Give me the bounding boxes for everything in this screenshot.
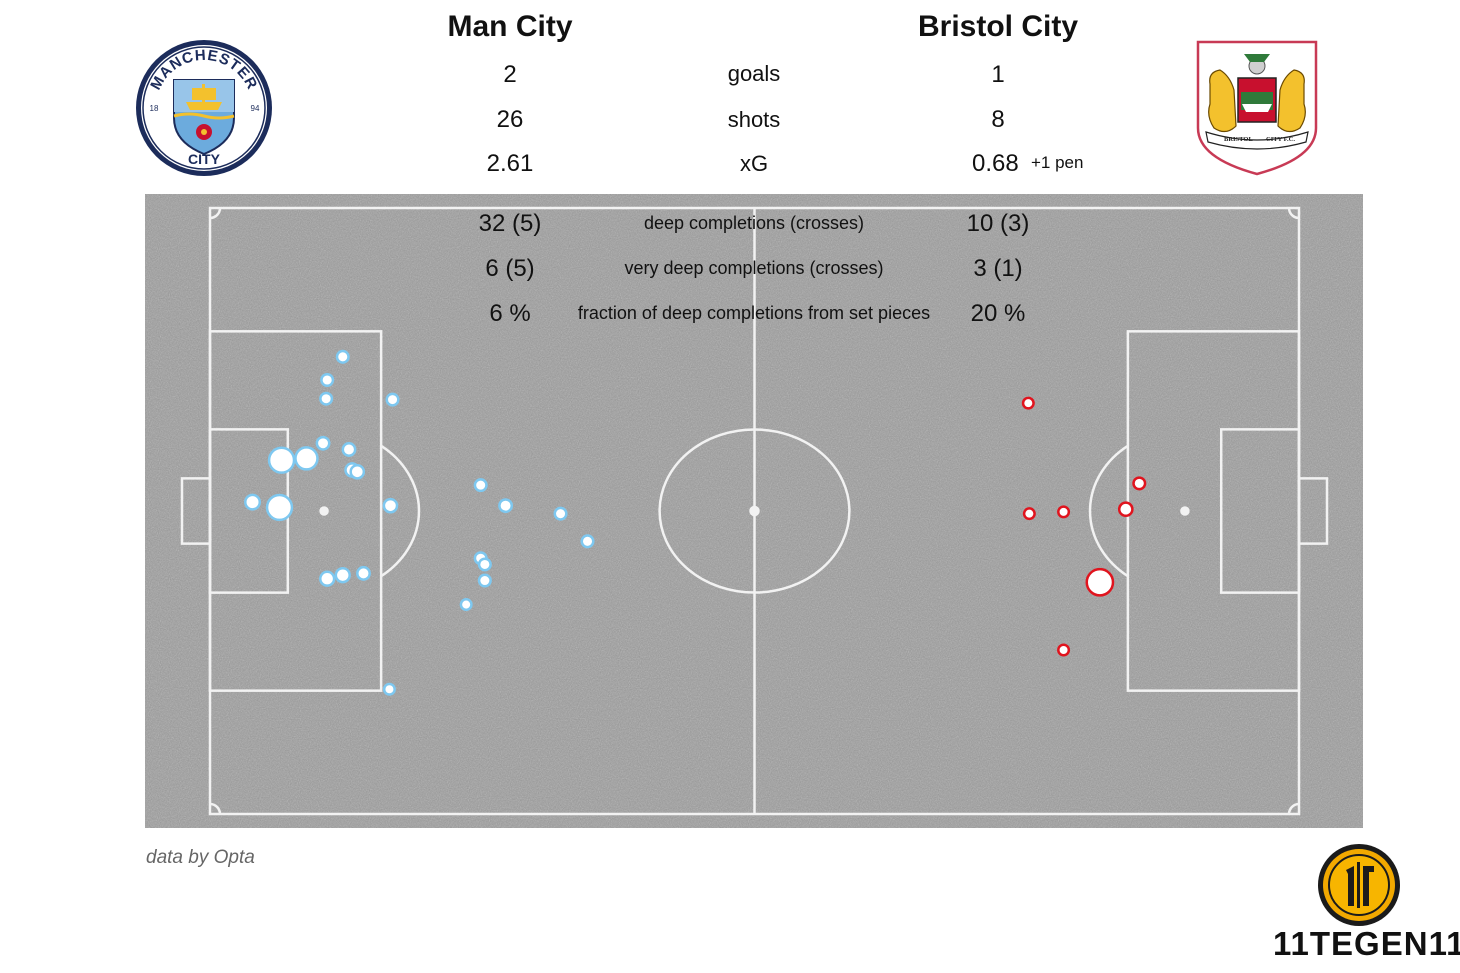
- away-xg: 0.68: [972, 150, 1019, 177]
- shot-man-city: [319, 391, 334, 406]
- man-city-crest-icon: MANCHESTER CITY 18 94: [136, 40, 272, 176]
- shot-man-city: [473, 478, 488, 493]
- man-city-crest-year-left: 18: [150, 104, 159, 113]
- shot-bristol-city: [1085, 567, 1115, 597]
- shot-man-city: [294, 446, 319, 471]
- shot-bristol-city: [1057, 505, 1071, 519]
- away-goals: 1: [991, 61, 1005, 88]
- shot-markers: [244, 349, 1147, 696]
- away-penalty-note: +1 pen: [1031, 153, 1084, 172]
- brand-badge-icon: [1318, 844, 1400, 926]
- shot-bristol-city: [1117, 501, 1134, 518]
- shot-bristol-city: [1057, 643, 1071, 657]
- pitch-stat-label: fraction of deep completions from set pi…: [578, 303, 930, 323]
- shot-man-city: [382, 682, 396, 696]
- bristol-crest-sub: CITY F.C.: [1266, 136, 1295, 143]
- shot-man-city: [477, 557, 492, 572]
- shot-man-city: [315, 435, 331, 451]
- pitch-stat-home-value: 6 %: [489, 300, 530, 327]
- shot-man-city: [335, 349, 350, 364]
- pitch-stats: 32 (5) deep completions (crosses) 10 (3) 6 …: [479, 210, 1030, 327]
- shot-man-city: [349, 463, 366, 480]
- right-penalty-spot: [1180, 506, 1190, 516]
- shot-bristol-city: [1022, 507, 1036, 521]
- pitch-stat-label: very deep completions (crosses): [624, 258, 883, 278]
- shot-man-city: [341, 442, 357, 457]
- pitch-stat-away-value: 3 (1): [973, 255, 1022, 282]
- xg-label: xG: [739, 151, 769, 176]
- home-shots: 26: [496, 106, 524, 133]
- shot-man-city: [319, 570, 336, 587]
- left-goal: [180, 477, 212, 545]
- shot-man-city: [267, 446, 296, 474]
- man-city-crest-year-right: 94: [251, 104, 260, 113]
- centre-circle: [658, 428, 851, 594]
- shot-man-city: [553, 506, 568, 521]
- corner-arc-tr: [1287, 207, 1300, 220]
- pitch-stat-away-value: 20 %: [971, 300, 1026, 327]
- shot-man-city: [385, 392, 400, 407]
- bristol-crest-text: BRISTOL: [1224, 136, 1253, 143]
- goals-label: goals: [727, 61, 781, 86]
- shot-man-city: [382, 497, 399, 514]
- data-credit: data by Opta: [146, 847, 255, 868]
- centre-spot: [749, 505, 760, 517]
- right-penalty-arc: [1088, 444, 1129, 578]
- right-goal: [1297, 477, 1329, 545]
- pitch-stat-home-value: 6 (5): [485, 255, 534, 282]
- shot-man-city: [320, 372, 335, 388]
- pitch-chart: 32 (5) deep completions (crosses) 10 (3) 6 …: [145, 194, 1363, 828]
- bristol-city-crest-icon: BRISTOL CITY F.C.: [1196, 40, 1318, 176]
- corner-arc-tl: [209, 207, 222, 220]
- shots-label: shots: [727, 107, 781, 132]
- shot-man-city: [459, 598, 473, 612]
- home-team-name: Man City: [447, 10, 573, 43]
- away-team-name: Bristol City: [917, 10, 1079, 43]
- shot-bristol-city: [1132, 476, 1147, 491]
- man-city-crest-sub: CITY: [188, 151, 221, 167]
- corner-arc-br: [1287, 802, 1300, 815]
- brand-wordmark: 11TEGEN11: [1273, 925, 1460, 962]
- home-goals: 2: [503, 61, 517, 88]
- home-xg: 2.61: [486, 150, 534, 177]
- shot-man-city: [334, 566, 351, 584]
- away-shots: 8: [991, 106, 1005, 133]
- shot-bristol-city: [1021, 396, 1035, 410]
- shot-man-city: [244, 493, 262, 511]
- shot-man-city: [477, 573, 492, 588]
- left-penalty-arc: [380, 444, 421, 578]
- pitch-markings: [180, 206, 1329, 816]
- shot-man-city: [356, 565, 371, 581]
- shot-man-city: [265, 493, 294, 522]
- pitch-stat-away-value: 10 (3): [967, 210, 1030, 237]
- shot-man-city: [580, 534, 595, 549]
- pitch-stat-label: deep completions (crosses): [644, 213, 864, 233]
- corner-arc-bl: [209, 802, 222, 815]
- pitch-stat-home-value: 32 (5): [479, 210, 542, 237]
- shot-man-city: [498, 498, 514, 514]
- left-penalty-spot: [319, 506, 329, 516]
